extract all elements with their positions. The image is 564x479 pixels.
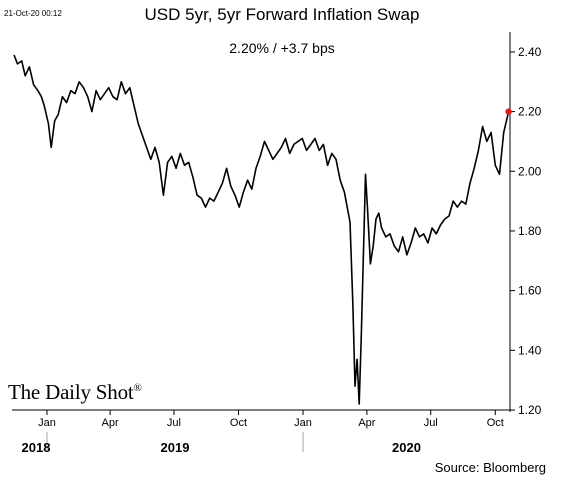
chart-annotation: 2.20% / +3.7 bps: [229, 40, 335, 56]
brand-logo-mark: ®: [133, 382, 142, 394]
last-point-marker: [505, 108, 512, 115]
y-tick-label: 1.80: [518, 224, 542, 238]
y-tick-label: 1.40: [518, 343, 542, 357]
x-tick-label: Jan: [294, 417, 312, 429]
chart-axes: 2.40 2.20 2.00 1.80 1.60 1.40 1.20 Jan Apr Jul Oct…: [12, 32, 542, 455]
y-tick-label: 2.40: [518, 45, 542, 59]
source-note: Source: Bloomberg: [434, 460, 546, 475]
x-tick-label: Oct: [487, 417, 504, 429]
x-tick-label: Jul: [424, 417, 438, 429]
x-tick-label: Apr: [358, 417, 375, 429]
y-tick-label: 2.00: [518, 164, 542, 178]
year-label: 2020: [392, 440, 421, 455]
chart-title: USD 5yr, 5yr Forward Inflation Swap: [144, 5, 420, 24]
year-label: 2019: [161, 440, 190, 455]
x-tick-label: Jul: [167, 417, 181, 429]
year-label: 2018: [22, 440, 51, 455]
brand-logo: The Daily Shot®: [8, 380, 142, 405]
y-tick-label: 1.60: [518, 284, 542, 298]
chart-series: [13, 54, 512, 405]
x-tick-label: Oct: [230, 417, 247, 429]
brand-logo-text: The Daily Shot: [8, 380, 134, 404]
series-line: [13, 54, 510, 405]
y-tick-label: 1.20: [518, 403, 542, 417]
x-tick-label: Jan: [38, 417, 56, 429]
timestamp: 21-Oct-20 00:12: [4, 9, 62, 18]
y-tick-label: 2.20: [518, 105, 542, 119]
x-tick-label: Apr: [102, 417, 119, 429]
